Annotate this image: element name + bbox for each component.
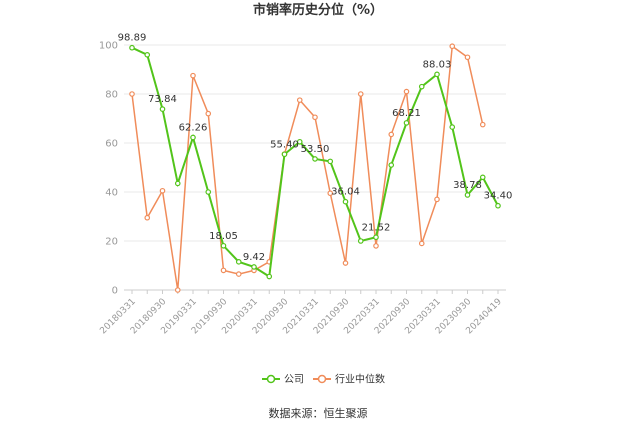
data-point [373,243,379,249]
data-point [296,97,303,103]
y-tick-label: 20 [105,237,118,248]
data-label: 55.40 [270,139,299,150]
data-point [174,180,181,187]
y-tick-label: 80 [105,90,118,101]
data-point [449,124,456,130]
data-point [220,242,227,249]
data-point [129,44,135,51]
data-point [220,267,227,274]
legend-label[interactable]: 行业中位数 [335,373,385,386]
data-label: 68.21 [392,108,421,119]
data-label: 73.84 [148,94,177,105]
data-point [464,54,471,61]
data-point [235,271,242,277]
data-label: 36.04 [331,187,360,198]
data-label: 38.78 [453,180,482,191]
data-point [357,238,364,244]
data-point [342,260,349,266]
data-label: 34.40 [484,191,513,202]
series-line-industry-median [131,44,484,291]
data-point [479,174,486,181]
data-labels: 98.89 73.84 62.26 18.05 9.42 55.40 53.50 36.04 2… [118,33,513,263]
y-tick-label: 100 [99,41,118,52]
data-label: 21.52 [362,222,391,233]
data-point [144,214,151,221]
data-point [342,198,349,205]
data-point [266,273,273,280]
series-group [129,43,501,293]
data-point [327,190,334,197]
legend-swatch-marker[interactable] [266,374,276,384]
data-label: 62.26 [179,122,208,133]
data-point [388,162,395,168]
data-point [434,196,440,203]
data-point [403,88,410,95]
data-point [418,83,425,90]
data-point [174,287,181,293]
data-point [357,91,364,97]
legend-label[interactable]: 公司 [284,375,304,386]
data-point [190,72,196,79]
y-axis: 0 20 40 60 80 100 [99,41,118,297]
y-tick-label: 40 [105,188,118,199]
data-point [479,121,486,128]
data-point [235,259,242,265]
y-tick-label: 60 [105,139,118,150]
data-label: 18.05 [209,231,238,242]
data-point [327,158,334,165]
y-tick-label: 0 [112,286,118,297]
data-point [296,138,303,145]
source-text: 数据来源：恒生聚源 [269,406,368,420]
data-point [434,71,440,78]
data-point [159,187,166,194]
data-label: 88.03 [423,59,452,70]
data-label: 9.42 [243,252,265,263]
data-point [144,51,151,58]
data-label: 53.50 [301,144,330,155]
chart-title: 市销率历史分位（%） [253,2,383,18]
data-point [403,120,410,126]
data-point [205,189,212,195]
data-point [129,91,135,97]
data-point [312,114,318,121]
legend-swatch-marker[interactable] [317,374,327,384]
data-point [464,192,471,198]
data-point [251,264,257,270]
data-point [418,240,425,247]
data-point [373,234,379,241]
data-point [205,110,212,117]
x-axis: 2018033120180930201903312019093020200331… [98,289,506,336]
data-point [495,202,501,209]
data-point [449,43,456,50]
data-point [312,156,318,162]
data-point [388,131,395,138]
data-point [190,134,196,141]
legend[interactable]: 公司 行业中位数 [262,373,385,386]
data-point [159,106,166,112]
data-label: 98.89 [118,33,147,44]
data-point [281,151,288,158]
